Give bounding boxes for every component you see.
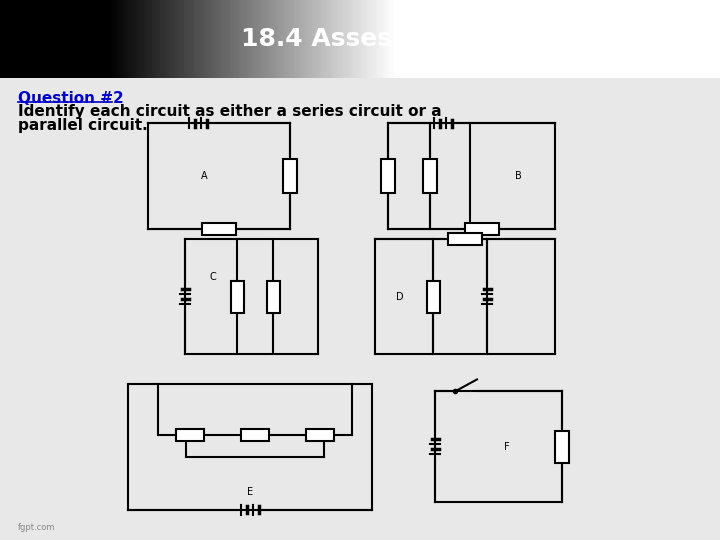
Text: C: C [210, 272, 217, 281]
Text: fgpt.com: fgpt.com [18, 523, 55, 532]
Text: F: F [504, 442, 509, 451]
Bar [241, 429, 269, 441]
Bar [230, 281, 243, 313]
Text: Identify each circuit as either a series circuit or a: Identify each circuit as either a series… [18, 104, 441, 119]
Bar [464, 223, 498, 235]
Bar [555, 430, 569, 463]
Text: B: B [515, 171, 521, 181]
Bar [176, 429, 204, 441]
Bar [306, 429, 333, 441]
Bar [423, 159, 437, 193]
Bar [426, 281, 439, 313]
Text: parallel circuit.: parallel circuit. [18, 118, 148, 133]
Text: A: A [201, 171, 207, 181]
Bar [283, 159, 297, 193]
Bar [448, 233, 482, 245]
Text: E: E [247, 487, 253, 497]
Text: Question #2: Question #2 [18, 91, 124, 106]
Bar [266, 281, 279, 313]
Bar [202, 223, 236, 235]
Text: D: D [396, 292, 404, 302]
Bar [381, 159, 395, 193]
Text: 18.4 Assessment: 18.4 Assessment [240, 27, 480, 51]
